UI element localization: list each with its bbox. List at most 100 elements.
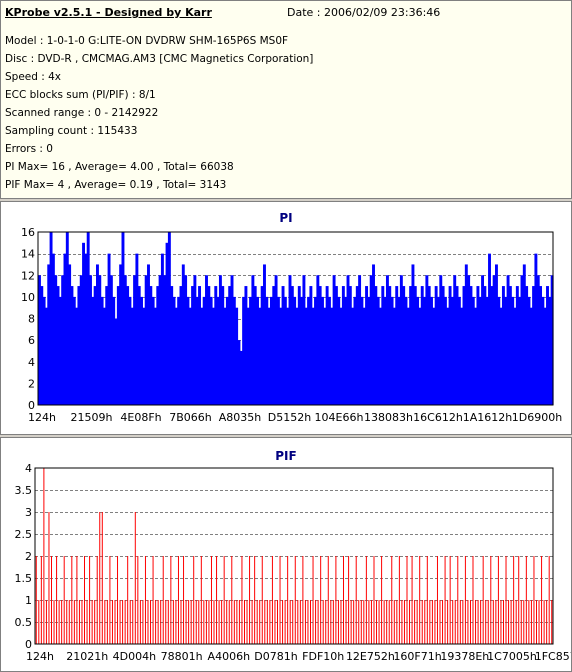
- pi-bar: [351, 307, 355, 405]
- pi-bar: [506, 275, 510, 405]
- pi-bar: [235, 307, 239, 405]
- info-panel: KProbe v2.5.1 - Designed by Karr Date : …: [0, 0, 572, 199]
- pi-bar: [548, 296, 552, 406]
- pi-bar: [40, 286, 44, 405]
- pi-bar: [536, 275, 540, 405]
- pi-bar: [427, 286, 431, 405]
- pi-bar: [237, 340, 241, 406]
- pi-bar: [123, 275, 127, 405]
- pi-bar: [126, 286, 130, 405]
- pi-bar: [293, 296, 297, 406]
- pi-bar: [346, 275, 350, 405]
- pi-bar: [281, 286, 285, 405]
- pi-bar: [383, 296, 387, 406]
- pi-bar: [193, 275, 197, 405]
- pi-bar: [276, 296, 280, 406]
- pi-bar: [100, 296, 104, 406]
- pi-bar: [84, 253, 88, 406]
- app-title: KProbe v2.5.1 - Designed by Karr: [5, 6, 212, 19]
- pi-bar: [286, 307, 290, 405]
- pi-bar: [198, 286, 201, 405]
- info-sampling-count: Sampling count : 115433: [5, 125, 138, 137]
- pi-bar: [374, 286, 378, 405]
- pi-chart-title: PI: [279, 211, 292, 225]
- pi-bar: [107, 253, 111, 406]
- pi-bar: [244, 286, 248, 405]
- pi-bar: [318, 286, 322, 405]
- pi-bar: [483, 286, 487, 405]
- info-model: Model : 1-0-1-0 G:LITE-ON DVDRW SHM-165P…: [5, 35, 289, 47]
- pi-bar: [469, 286, 473, 405]
- pi-bar: [416, 296, 420, 406]
- pi-bar: [341, 286, 345, 405]
- pi-bar: [325, 286, 329, 405]
- pi-bar: [490, 286, 494, 405]
- pi-bar: [432, 307, 436, 405]
- pi-bar: [174, 307, 178, 405]
- pi-bar: [397, 296, 401, 406]
- pi-bar: [163, 275, 167, 405]
- pi-bar: [191, 286, 195, 405]
- pi-bar: [485, 296, 489, 406]
- pi-bar: [434, 286, 438, 405]
- pi-bar: [151, 296, 155, 406]
- pi-bar: [300, 296, 304, 406]
- pi-bar: [474, 307, 478, 405]
- pi-xtick-label: 138083h: [364, 411, 413, 424]
- pi-bar: [109, 275, 113, 405]
- pif-xtick-label: FDF10h: [302, 650, 344, 663]
- pi-bar: [337, 296, 341, 406]
- pi-bar: [128, 296, 132, 406]
- pi-bar: [274, 275, 278, 405]
- pi-bar: [228, 286, 232, 405]
- pi-bar: [72, 296, 76, 406]
- pi-bar: [75, 307, 79, 405]
- pi-bar: [135, 253, 139, 406]
- pi-bar: [392, 307, 396, 405]
- pi-bar: [355, 286, 359, 405]
- pi-bar: [56, 286, 60, 405]
- info-scanned-range: Scanned range : 0 - 2142922: [5, 107, 159, 119]
- pi-bar: [89, 275, 92, 405]
- info-speed: Speed : 4x: [5, 71, 62, 83]
- pi-ytick-label: 8: [28, 313, 35, 326]
- pi-bar: [314, 296, 317, 406]
- pi-bar: [200, 307, 204, 405]
- scan-date: Date : 2006/02/09 23:36:46: [287, 6, 441, 19]
- pi-bar: [70, 286, 74, 405]
- pi-bar: [522, 264, 526, 405]
- pi-bar: [65, 232, 69, 405]
- pi-bar: [539, 286, 542, 405]
- pi-bar: [295, 307, 299, 405]
- pi-bar: [42, 296, 46, 406]
- pi-xtick-label: 1A1612h: [463, 411, 513, 424]
- pi-bar: [77, 286, 81, 405]
- pi-bar: [439, 275, 443, 405]
- pi-xtick-label: 124h: [28, 411, 56, 424]
- pi-bar: [63, 253, 67, 406]
- pi-bar: [232, 296, 236, 406]
- pif-xtick-label: A4006h: [208, 650, 251, 663]
- pi-bar: [279, 307, 283, 405]
- pi-bar: [91, 296, 95, 406]
- pi-bar: [267, 307, 271, 405]
- pi-bar: [153, 307, 157, 405]
- pif-chart-panel: PIF 0 0.5 1 1.5 2 2.5 3 3.5 4 124h 21021h 4D004h 788…: [0, 437, 572, 672]
- pi-bar: [501, 286, 505, 405]
- pi-bar: [330, 307, 334, 405]
- pi-bar: [265, 296, 269, 406]
- pi-bar: [290, 286, 294, 405]
- pi-bar: [420, 286, 424, 405]
- pi-bar: [133, 275, 137, 405]
- pi-ytick-label: 12: [21, 269, 35, 282]
- pi-bar: [102, 307, 106, 405]
- pi-bar: [130, 307, 134, 405]
- pi-bar: [251, 275, 255, 405]
- pi-bar: [114, 318, 118, 405]
- pi-bar: [207, 286, 211, 405]
- pi-bar: [460, 307, 464, 405]
- pi-bar: [339, 307, 343, 405]
- pi-bar: [249, 296, 253, 406]
- pi-bar: [105, 286, 109, 405]
- pif-xtick-label: 1C7005h: [487, 650, 537, 663]
